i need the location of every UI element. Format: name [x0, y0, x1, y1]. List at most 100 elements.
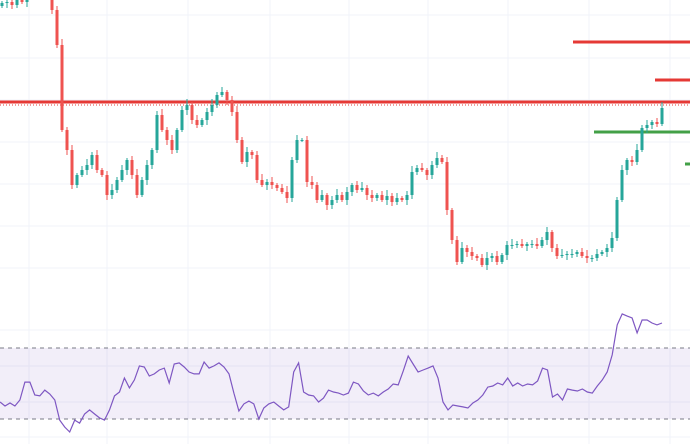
candle-body	[425, 170, 429, 175]
candle-body	[385, 196, 389, 200]
candle-body	[230, 100, 234, 112]
candle-body	[95, 155, 99, 170]
candle-body	[160, 115, 164, 130]
candle-body	[185, 105, 189, 110]
candle-body	[415, 168, 419, 172]
candle-body	[365, 188, 369, 195]
candle-body	[550, 232, 554, 248]
candle-body	[405, 195, 409, 200]
candle-body	[400, 198, 404, 200]
candle-body	[75, 175, 79, 185]
candle-body	[535, 244, 539, 246]
candle-body	[610, 238, 614, 248]
candle-body	[520, 244, 524, 246]
candle-body	[345, 192, 349, 200]
candle-body	[0, 3, 4, 6]
candle-body	[210, 105, 214, 112]
candle-body	[545, 232, 549, 240]
candle-body	[370, 195, 374, 198]
candle-body	[445, 162, 449, 210]
candle-body	[80, 170, 84, 175]
candle-body	[165, 130, 169, 140]
candle-body	[125, 160, 129, 170]
candle-body	[480, 258, 484, 265]
candle-body	[470, 252, 474, 256]
candle-body	[560, 255, 564, 256]
candle-body	[440, 158, 444, 162]
candle-body	[50, 0, 54, 10]
candle-body	[420, 168, 424, 170]
candle-body	[335, 195, 339, 200]
candle-body	[235, 112, 239, 140]
candle-body	[505, 245, 509, 255]
candle-body	[65, 130, 69, 150]
candle-body	[100, 170, 104, 175]
candle-body	[190, 105, 194, 120]
candle-body	[175, 130, 179, 150]
candle-body	[660, 108, 664, 124]
candle-body	[640, 128, 644, 150]
candle-body	[270, 182, 274, 185]
candle-body	[10, 2, 14, 5]
candle-body	[225, 92, 229, 100]
candle-body	[260, 180, 264, 185]
candle-body	[85, 165, 89, 170]
candle-body	[450, 210, 454, 240]
candle-body	[130, 160, 134, 175]
candle-body	[460, 248, 464, 262]
candle-body	[290, 160, 294, 198]
candle-body	[500, 255, 504, 262]
candle-body	[430, 165, 434, 175]
candle-body	[645, 125, 649, 128]
candle-body	[655, 122, 659, 124]
candle-body	[625, 160, 629, 170]
candle-body	[475, 256, 479, 258]
candle-body	[310, 182, 314, 185]
candle-body	[565, 254, 569, 255]
candle-body	[410, 172, 414, 195]
candle-body	[350, 185, 354, 192]
candle-body	[485, 258, 489, 265]
candle-body	[590, 258, 594, 259]
candle-body	[635, 150, 639, 162]
candle-body	[605, 248, 609, 252]
candle-body	[320, 195, 324, 200]
rsi-band	[0, 348, 690, 419]
candle-body	[195, 120, 199, 125]
candle-body	[215, 95, 219, 105]
rsi-line	[0, 313, 663, 434]
candle-body	[575, 252, 579, 254]
candle-body	[90, 155, 94, 165]
candle-body	[135, 175, 139, 195]
candle-body	[150, 150, 154, 165]
candle-body	[360, 188, 364, 190]
candle-body	[240, 140, 244, 162]
candle-body	[300, 140, 304, 141]
candle-body	[355, 185, 359, 190]
candle-body	[580, 252, 584, 256]
candle-body	[375, 195, 379, 198]
candle-body	[510, 245, 514, 246]
candle-body	[15, 0, 19, 5]
candle-body	[265, 182, 269, 185]
candle-body	[380, 195, 384, 200]
candle-body	[435, 158, 439, 165]
candle-body	[305, 140, 309, 182]
candle-body	[255, 155, 259, 180]
candle-body	[275, 185, 279, 188]
candle-body	[105, 175, 109, 195]
candle-body	[140, 180, 144, 195]
candle-body	[515, 244, 519, 245]
candle-body	[595, 254, 599, 258]
candle-body	[120, 170, 124, 180]
candlestick-series	[0, 0, 664, 270]
candle-body	[570, 254, 574, 255]
candle-body	[465, 248, 469, 252]
candle-body	[525, 244, 529, 246]
candle-body	[615, 200, 619, 238]
candle-body	[25, 0, 29, 2]
candle-body	[145, 165, 149, 180]
candle-body	[180, 110, 184, 130]
